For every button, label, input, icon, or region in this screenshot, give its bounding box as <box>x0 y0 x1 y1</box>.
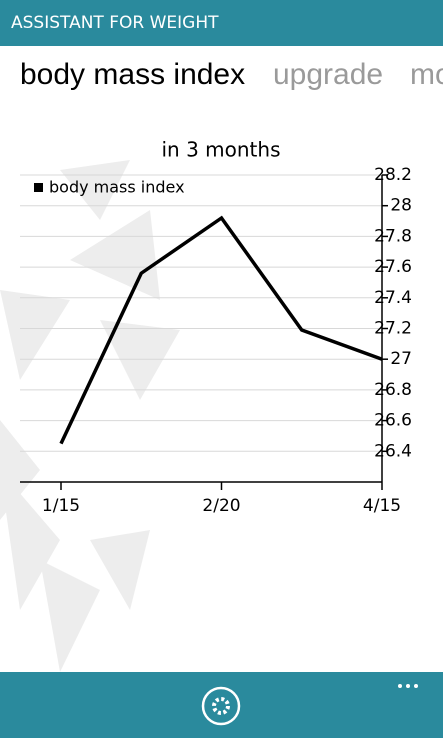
pivot-item[interactable]: upgrade <box>273 58 384 91</box>
chart: in 3 months 26.4 26.6 26.8 27 27.2 27.4 27.6 27… <box>20 138 412 516</box>
y-tick-label: 27.8 <box>374 226 412 246</box>
y-tick-label: 27 <box>390 349 412 369</box>
legend-label: body mass index <box>49 178 185 197</box>
y-tick-label: 28.2 <box>374 165 412 185</box>
app-title: ASSISTANT FOR WEIGHT <box>11 13 219 33</box>
y-tick-label: 27.6 <box>374 257 412 277</box>
legend-swatch <box>34 183 43 192</box>
y-tick-label: 27.2 <box>374 319 412 339</box>
y-tick-label: 26.6 <box>374 411 412 431</box>
data-line <box>59 215 383 445</box>
y-tick-label: 26.4 <box>374 441 412 461</box>
app-bar <box>0 672 443 738</box>
x-tick-label: 2/20 <box>202 496 240 516</box>
title-bar: ASSISTANT FOR WEIGHT <box>0 0 443 46</box>
y-tick-label: 28 <box>390 196 412 216</box>
more-button[interactable] <box>398 684 418 688</box>
x-tick-label: 1/15 <box>42 496 80 516</box>
pivot-item[interactable]: mo <box>410 58 443 91</box>
x-tick-label: 4/15 <box>363 496 401 516</box>
pivot-header: body mass index upgrade mo <box>0 58 443 108</box>
y-tick-label: 26.8 <box>374 380 412 400</box>
chart-title: in 3 months <box>161 138 280 162</box>
pivot-item[interactable]: body mass index <box>20 58 246 91</box>
app-bar-icons <box>201 684 418 726</box>
y-tick-label: 27.4 <box>374 288 412 308</box>
settings-button[interactable] <box>201 686 241 726</box>
